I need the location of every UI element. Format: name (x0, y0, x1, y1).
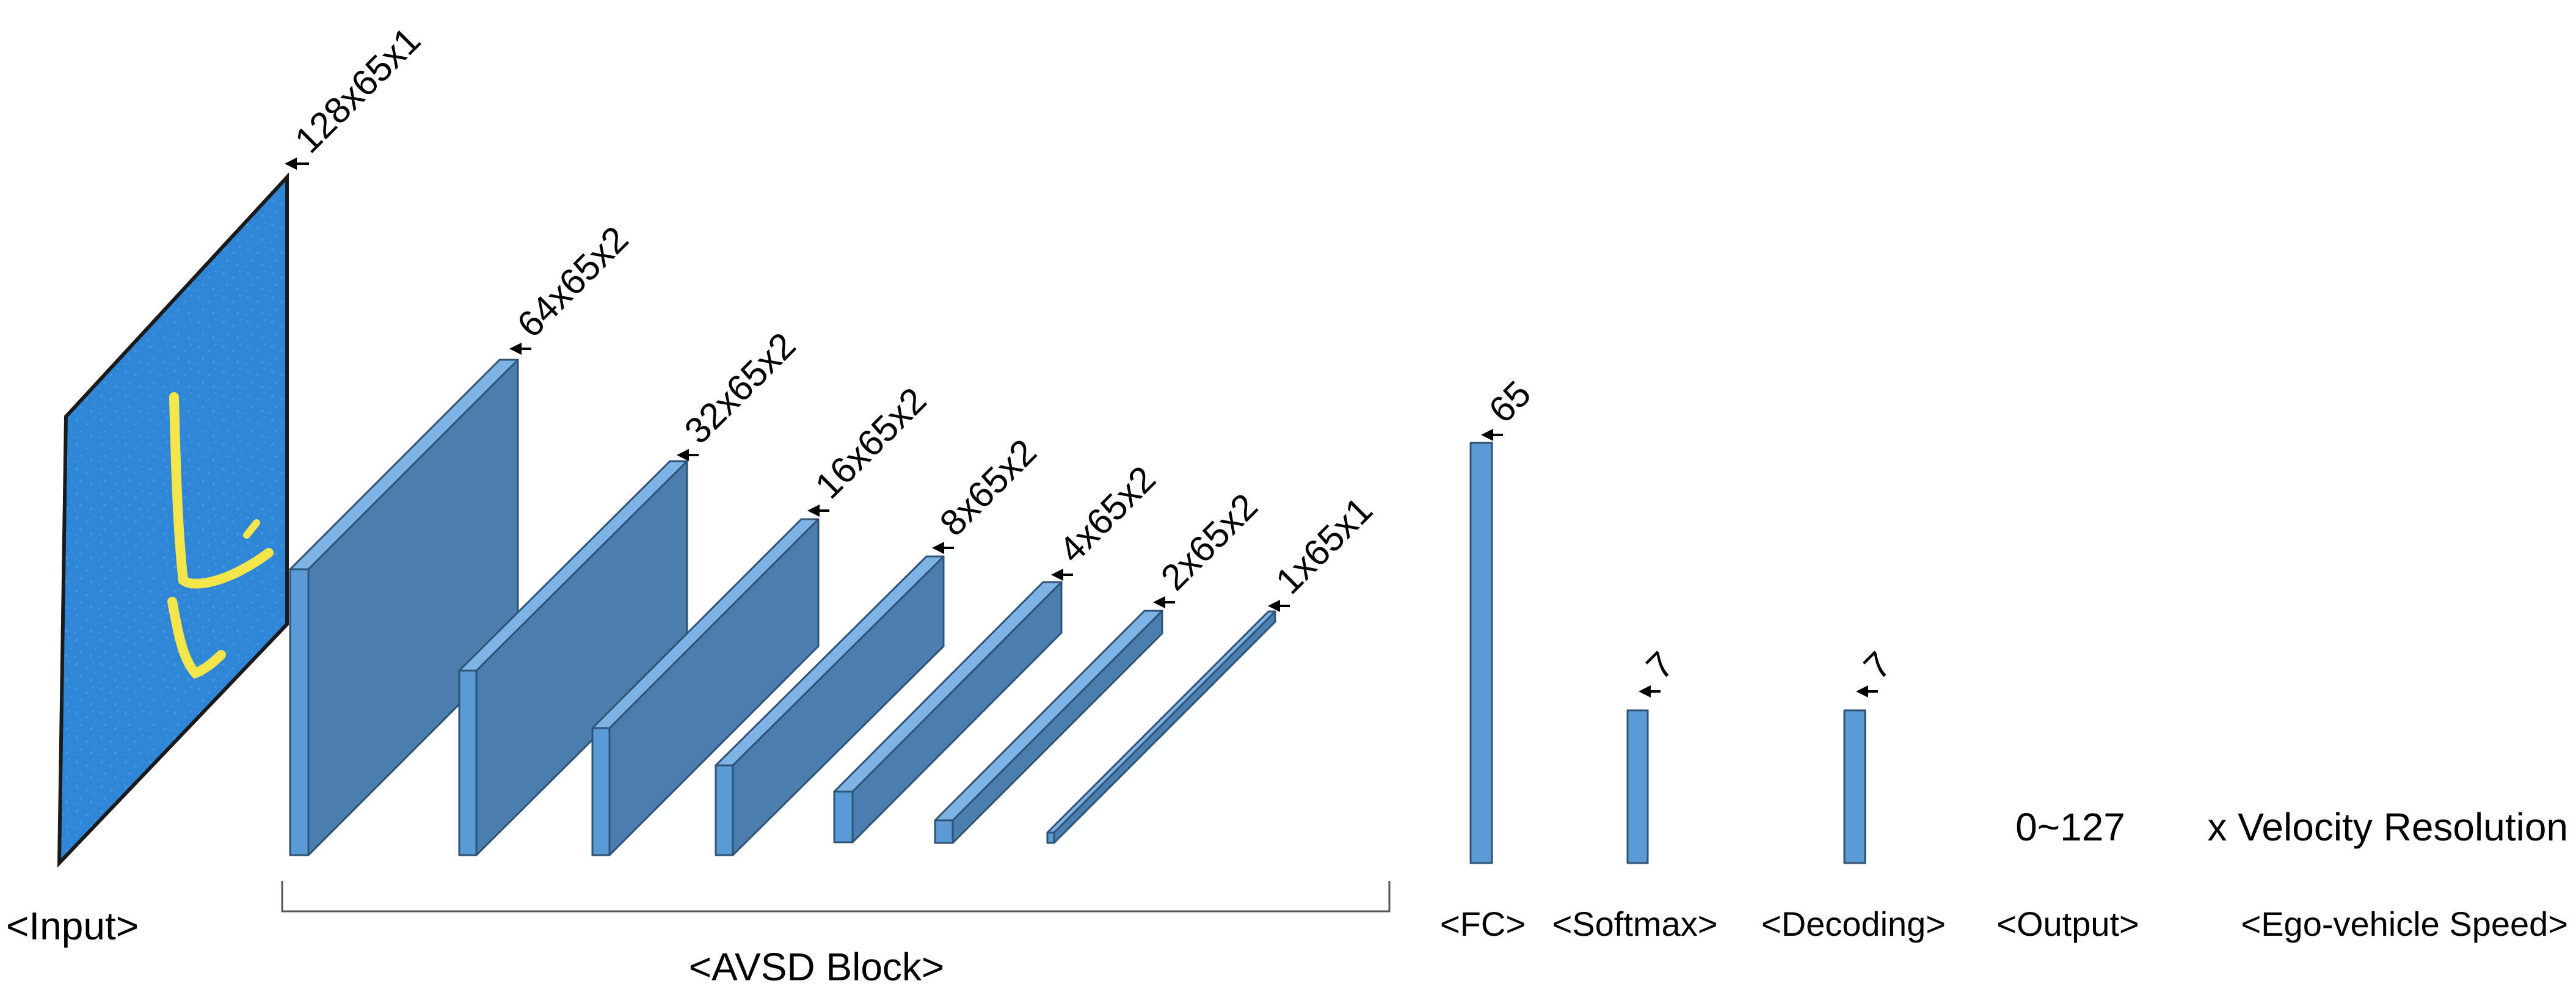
avsd-block-bracket (281, 881, 1391, 913)
decoding-bar (1843, 709, 1866, 864)
avsd-layer-1 (289, 359, 519, 856)
avsd-layer-5-dim-arrow (1051, 569, 1073, 581)
avsd-layer-1-dim-label: 64x65x2 (509, 218, 636, 345)
avsd-layer-2-dim-label: 32x65x2 (677, 324, 804, 451)
avsd-layer-2-front (458, 669, 478, 856)
avsd-layer-4-front (715, 764, 734, 856)
avsd-layer-1-dim-arrow (509, 343, 531, 355)
softmax-dim-arrow (1639, 685, 1661, 698)
avsd-layer-3-dim-arrow (807, 505, 829, 517)
avsd-layer-7-side (1053, 610, 1276, 844)
avsd-layer-6-front (934, 819, 954, 844)
avsd-layer-7-dim-arrow (1268, 600, 1290, 612)
avsd-layer-7 (1046, 610, 1276, 844)
avsd-layer-6 (934, 610, 1163, 844)
avsd-layer-4 (715, 555, 945, 856)
avsd-layer-6-dim-arrow (1153, 596, 1175, 608)
input-stage-label: <Input> (6, 904, 139, 948)
input-dim-label: 128x65x1 (287, 20, 428, 161)
fc-bar (1469, 442, 1493, 864)
input-spectrogram-border (57, 172, 289, 868)
avsd-layer-5-front (833, 790, 854, 844)
decoding-dim-arrow (1856, 685, 1878, 698)
decoding-dim-label: 7 (1856, 644, 1899, 687)
softmax-bar (1626, 709, 1649, 864)
avsd-layer-2 (458, 460, 688, 856)
fc-stage-label: <FC> (1440, 905, 1526, 943)
avsd-block-stage-label: <AVSD Block> (689, 945, 945, 989)
avsd-layer-7-dim-label: 1x65x1 (1268, 489, 1380, 602)
avsd-layer-5 (833, 581, 1063, 844)
avsd-layer-2-dim-arrow (677, 449, 699, 461)
decoding-stage-label: <Decoding> (1761, 905, 1946, 943)
input-dim-arrow (285, 158, 309, 170)
avsd-layer-3 (591, 518, 820, 856)
avsd-layer-3-dim-label: 16x65x2 (807, 379, 934, 506)
softmax-stage-label: <Softmax> (1552, 905, 1718, 943)
avsd-layer-1-front (289, 568, 310, 856)
input-spectrogram (57, 172, 289, 868)
input-spectrogram-texture (59, 177, 287, 863)
avsd-layer-3-front (591, 727, 611, 856)
speed-stage-label: <Ego-vehicle Speed> (2241, 905, 2569, 943)
softmax-dim-label: 7 (1639, 644, 1682, 687)
fc-dim-label: 65 (1481, 373, 1539, 431)
input-spectrogram-signal (167, 392, 274, 679)
fc-dim-arrow (1481, 429, 1503, 441)
avsd-layer-6-dim-label: 2x65x2 (1153, 486, 1265, 598)
output-stage-label: <Output> (1996, 905, 2139, 943)
avsd-layer-5-dim-label: 4x65x2 (1051, 458, 1163, 570)
avsd-layer-4-dim-arrow (932, 542, 954, 554)
avsd-layer-7-front (1046, 831, 1055, 844)
avsd-layer-4-dim-label: 8x65x2 (932, 431, 1044, 544)
speed-value: x Velocity Resolution (2207, 805, 2568, 849)
avsd-layer-7-top (1046, 610, 1276, 834)
output-value: 0~127 (2015, 805, 2125, 849)
